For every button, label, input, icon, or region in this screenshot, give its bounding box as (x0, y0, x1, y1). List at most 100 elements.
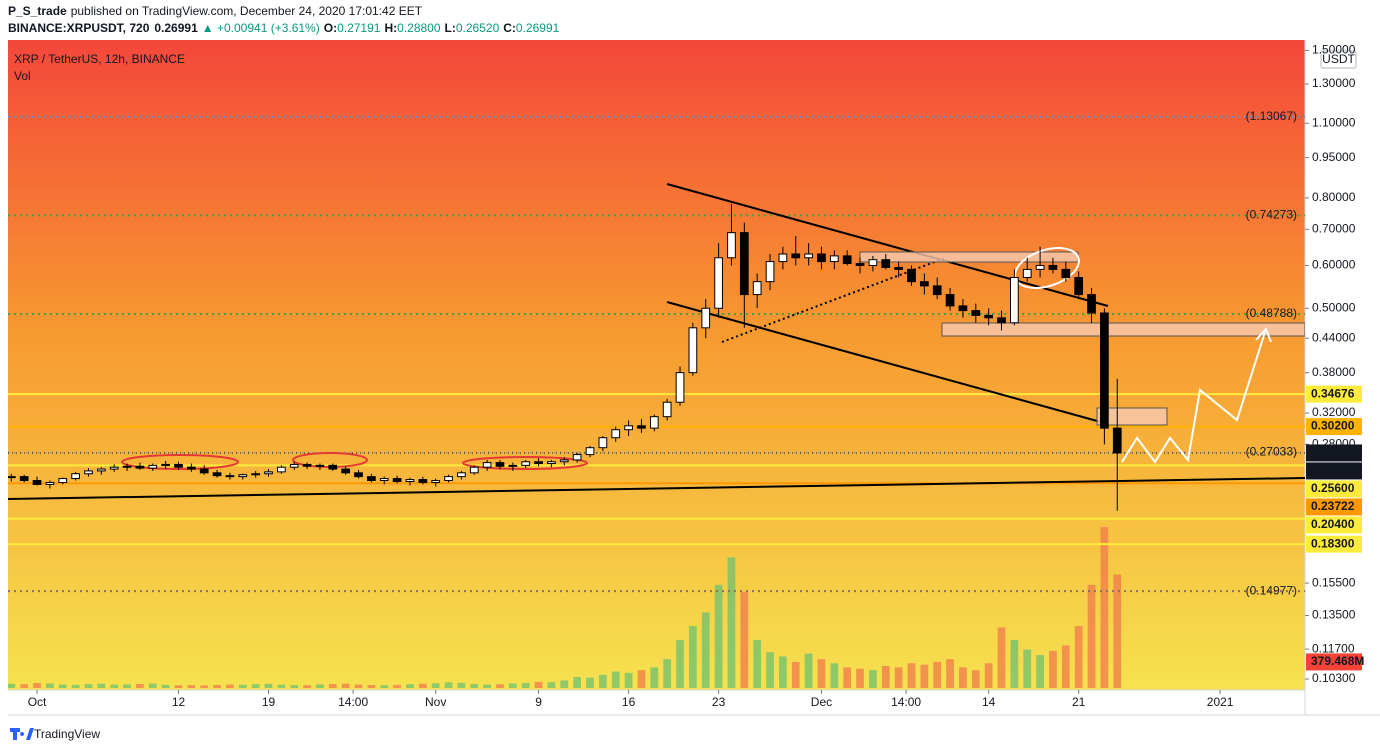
volume-bar (766, 652, 774, 688)
volume-bar (483, 684, 491, 688)
volume-bar (97, 683, 106, 688)
volume-bar (599, 674, 607, 688)
candle-body (804, 253, 813, 259)
x-tick-label: 14:00 (338, 695, 368, 709)
y-tick-label: 0.44000 (1312, 330, 1356, 344)
volume-bar (547, 682, 556, 688)
zone (1096, 407, 1168, 426)
candle-body (405, 479, 415, 482)
volume-bar (226, 684, 234, 688)
y-tick-label: 0.13500 (1312, 608, 1356, 622)
level-axis-label: 0.23722 (1311, 499, 1355, 513)
publisher: P_S_trade (8, 4, 67, 18)
currency: USDT (1322, 52, 1355, 66)
candle-body (945, 294, 955, 307)
volume-bar (791, 661, 800, 688)
volume-bar (264, 683, 273, 688)
candle-body (19, 476, 29, 482)
candle-body (482, 462, 492, 468)
level-axis-label: 0.34676 (1311, 386, 1355, 400)
candle-body (649, 416, 659, 429)
candle-body (675, 372, 685, 403)
volume-bar (508, 683, 517, 688)
volume-bar (933, 661, 942, 688)
volume-bar (187, 685, 196, 688)
volume-bar (418, 683, 427, 688)
candle-body (1074, 276, 1084, 296)
volume-bar (753, 639, 762, 688)
candle-body (302, 463, 312, 467)
ohlc-value: 0.26991 (516, 21, 560, 35)
candle-body (817, 253, 826, 263)
level-label: (1.13067) (1246, 109, 1297, 123)
currency-badge[interactable] (1320, 50, 1357, 69)
volume-bar (444, 682, 453, 688)
candle-body (71, 473, 80, 480)
volume-bar (869, 670, 877, 688)
channel-upper (666, 183, 1109, 307)
volume-bar (586, 677, 594, 688)
volume-bar (959, 667, 967, 688)
symbol: BINANCE:XRPUSDT, 720 (8, 21, 150, 35)
candle-body (727, 232, 736, 259)
volume-bar (238, 684, 247, 688)
volume-bar (161, 684, 170, 688)
candle-body (1010, 276, 1019, 324)
candle-body (752, 281, 762, 296)
volume-bar (971, 670, 980, 688)
x-tick-label: 23 (712, 695, 726, 709)
candle-body (495, 462, 505, 467)
candle-body (58, 478, 68, 483)
plot-background (8, 40, 1305, 690)
volume-bar (637, 670, 646, 688)
volume-bar (341, 683, 350, 688)
drawings (8, 183, 1305, 500)
volume-bar (213, 684, 221, 688)
x-tick-label: 19 (262, 695, 276, 709)
volume-bar (58, 684, 67, 688)
x-tick-label: 14 (982, 695, 996, 709)
volume-bar (804, 653, 813, 688)
volume-bar (624, 672, 633, 688)
candle-body (701, 307, 711, 329)
level-label: (0.48788) (1246, 306, 1297, 320)
y-tick-label: 0.32000 (1312, 405, 1356, 419)
candle-body (868, 259, 878, 266)
candle-body (238, 474, 248, 478)
candles-layer (8, 203, 1122, 511)
volume-bar (714, 584, 723, 688)
volume-bar (907, 663, 916, 688)
level-label: (0.27033) (1246, 445, 1297, 459)
level-label: (0.14977) (1246, 583, 1297, 597)
candle-body (457, 472, 466, 478)
volume-bar (1010, 639, 1019, 688)
volume-bar (1074, 626, 1083, 688)
volume-bar (367, 684, 376, 688)
candle-body (315, 464, 325, 467)
volume-bar (573, 677, 582, 688)
candle-body (585, 447, 595, 456)
y-tick-label: 1.30000 (1312, 76, 1356, 90)
last-price: 0.26991 (154, 21, 198, 35)
ohlc-key: H: (384, 21, 397, 35)
ohlc-key: L: (445, 21, 456, 35)
chart-title: XRP / TetherUS, 12h, BINANCE (14, 52, 185, 66)
volume-bar (1023, 649, 1032, 688)
candle-body (997, 317, 1006, 324)
last-volume-label: 379.468M (1311, 654, 1364, 668)
candle-body (611, 429, 621, 439)
y-tick-label: 0.11700 (1312, 641, 1355, 655)
volume-bar (20, 684, 29, 688)
volume-bar (457, 682, 466, 688)
candle-body (637, 425, 646, 429)
candle-body (96, 468, 106, 472)
candle-body (341, 468, 351, 474)
volume-bar (676, 639, 684, 688)
volume-bar (46, 683, 54, 688)
volume-bar (123, 684, 131, 688)
volume-bar (1049, 650, 1057, 688)
level-axis-label-box (1306, 385, 1362, 403)
candle-body (894, 266, 903, 270)
candle-body (1112, 427, 1122, 454)
ohlc-key: O: (324, 21, 337, 35)
